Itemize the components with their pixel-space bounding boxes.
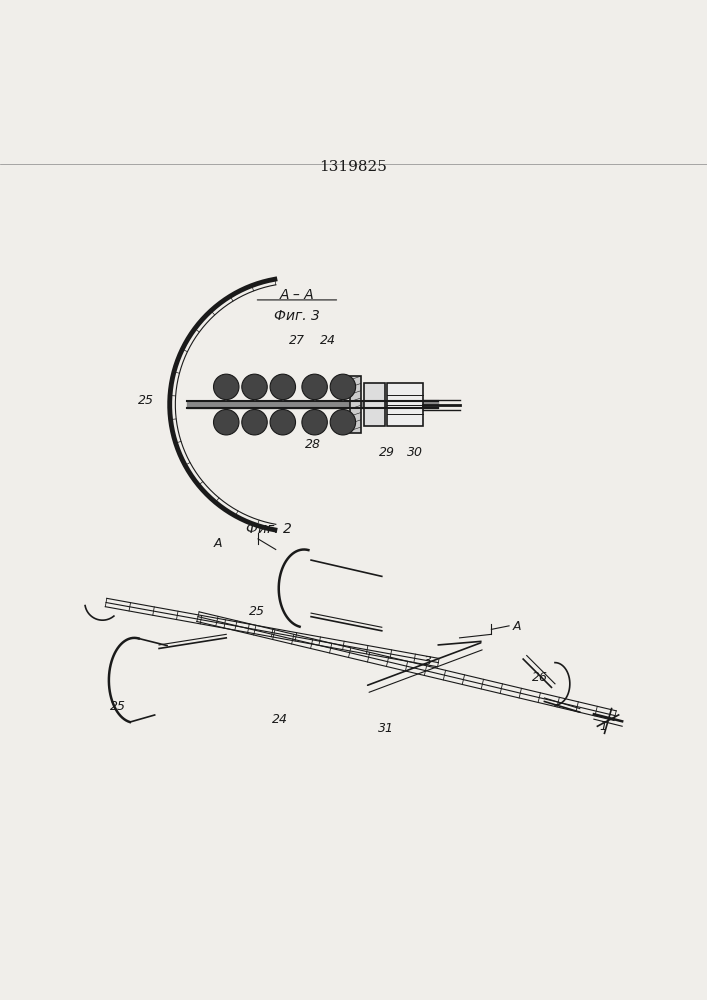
Text: A: A (513, 620, 521, 633)
Text: 24: 24 (272, 713, 288, 726)
Circle shape (270, 410, 296, 435)
Text: 26: 26 (532, 671, 548, 684)
Circle shape (330, 374, 356, 400)
Text: 27: 27 (288, 334, 305, 347)
Text: 31: 31 (378, 722, 395, 735)
Text: 24: 24 (320, 334, 336, 347)
Text: 25: 25 (249, 605, 265, 618)
Circle shape (214, 374, 239, 400)
Bar (387, 383, 423, 426)
Text: Фиг. 3: Фиг. 3 (274, 309, 320, 323)
Text: 28: 28 (305, 438, 322, 451)
Circle shape (302, 374, 327, 400)
Text: 30: 30 (407, 446, 423, 459)
Text: 3: 3 (424, 655, 432, 668)
Circle shape (302, 410, 327, 435)
Text: 29: 29 (379, 446, 395, 459)
Circle shape (270, 374, 296, 400)
Text: 25: 25 (138, 394, 154, 407)
Circle shape (242, 374, 267, 400)
Text: А – А: А – А (279, 288, 315, 302)
Circle shape (242, 410, 267, 435)
Bar (350, 376, 361, 433)
Circle shape (330, 410, 356, 435)
Text: 1: 1 (600, 720, 607, 733)
Bar (364, 383, 385, 426)
Text: 1319825: 1319825 (320, 160, 387, 174)
Text: A: A (214, 537, 222, 550)
Circle shape (214, 410, 239, 435)
Text: 25: 25 (110, 700, 126, 713)
Text: Фиг. 2: Фиг. 2 (246, 522, 291, 536)
